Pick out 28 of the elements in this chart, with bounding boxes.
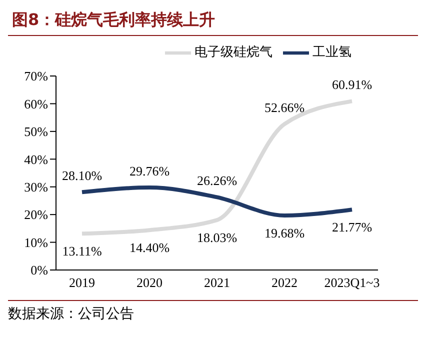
y-tick-label: 50% — [24, 124, 48, 140]
y-tick-label: 40% — [24, 152, 48, 167]
x-tick-label: 2019 — [69, 275, 95, 290]
y-tick-label: 0% — [30, 262, 48, 278]
data-label: 13.11% — [62, 244, 102, 259]
data-label: 19.68% — [264, 225, 305, 240]
data-label: 60.91% — [332, 77, 372, 92]
y-tick-label: 20% — [24, 207, 48, 222]
data-label: 29.76% — [129, 164, 170, 179]
x-tick-label: 2023Q1~3 — [324, 275, 380, 290]
y-tick-label: 60% — [24, 96, 48, 112]
line-series — [80, 186, 354, 218]
data-label: 21.77% — [332, 220, 372, 235]
y-tick-label: 70% — [24, 68, 48, 84]
chart-title: 图8：硅烷气毛利率持续上升 — [8, 8, 418, 36]
x-tick-label: 2021 — [204, 275, 230, 290]
data-label: 14.40% — [129, 240, 170, 256]
y-tick-label: 30% — [24, 179, 48, 194]
x-tick-label: 2020 — [136, 275, 162, 290]
data-label: 18.03% — [196, 230, 238, 246]
y-tick-label: 10% — [24, 234, 48, 250]
source-note: 数据来源：公司公告 — [8, 305, 135, 323]
x-tick-label: 2022 — [272, 275, 298, 290]
legend-label: 电子级硅烷气 — [194, 44, 272, 59]
legend-label: 工业氢 — [312, 44, 352, 59]
data-label: 28.10% — [62, 168, 102, 184]
data-label: 26.26% — [196, 173, 238, 188]
data-label: 52.66% — [264, 100, 305, 116]
